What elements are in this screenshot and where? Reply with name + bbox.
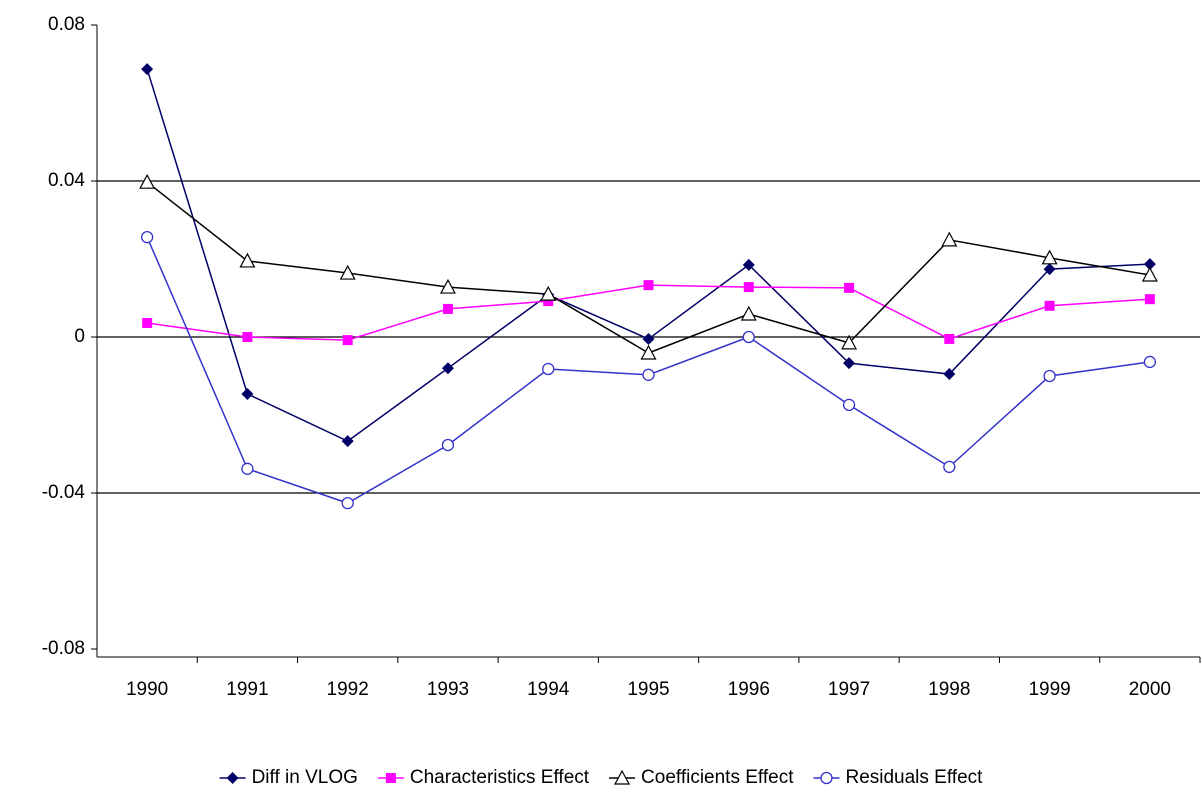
x-tick-label: 1995 — [627, 679, 669, 700]
marker — [242, 332, 253, 342]
series-line — [146, 68, 1150, 442]
marker — [439, 278, 456, 294]
marker — [543, 296, 554, 307]
marker — [843, 357, 856, 370]
marker — [241, 387, 254, 400]
marker — [1144, 294, 1155, 305]
x-tick-label: 1990 — [126, 679, 168, 700]
marker — [139, 173, 156, 189]
marker — [542, 362, 555, 376]
legend: Diff in VLOG Characteristics Effect Coeffi… — [219, 767, 983, 788]
marker — [844, 282, 855, 293]
marker — [742, 258, 755, 271]
marker — [540, 285, 557, 301]
marker — [385, 773, 396, 783]
y-tick-label: -0.04 — [42, 482, 86, 503]
marker — [241, 462, 254, 475]
y-tick-label: -0.08 — [42, 638, 85, 659]
legend-label: Characteristics Effect — [410, 767, 590, 788]
x-tick-label: 2000 — [1129, 679, 1171, 700]
marker — [640, 344, 657, 360]
legend-label: Residuals Effect — [845, 767, 983, 788]
marker — [342, 335, 353, 346]
marker — [441, 362, 454, 375]
marker — [339, 264, 356, 280]
x-tick-label: 1999 — [1028, 679, 1070, 700]
marker — [140, 231, 154, 244]
marker — [1143, 355, 1157, 369]
y-tick-label: 0.08 — [48, 14, 85, 35]
marker — [441, 438, 455, 452]
x-tick-label: 1998 — [928, 679, 970, 700]
marker — [239, 252, 256, 268]
x-tick-label: 1996 — [728, 679, 770, 700]
marker — [442, 303, 453, 314]
x-tick-label: 1994 — [527, 679, 570, 700]
marker — [943, 368, 956, 381]
marker — [842, 398, 856, 412]
x-tick-label: 1997 — [828, 679, 870, 700]
series-line — [147, 284, 1150, 341]
marker — [841, 334, 858, 350]
x-tick-label: 1993 — [427, 679, 469, 700]
marker — [643, 280, 654, 291]
marker — [341, 496, 354, 510]
marker — [1041, 249, 1058, 265]
marker — [614, 769, 631, 785]
marker — [1043, 369, 1056, 383]
marker — [943, 460, 956, 474]
y-tick-label: 0 — [74, 326, 85, 347]
legend-label: Diff in VLOG — [252, 767, 358, 788]
marker — [820, 771, 833, 785]
marker — [1143, 258, 1156, 271]
x-tick-label: 1992 — [327, 679, 369, 700]
marker — [141, 63, 154, 76]
y-tick-label: 0.04 — [48, 170, 85, 191]
marker — [742, 330, 755, 344]
x-tick-label: 1991 — [226, 679, 268, 700]
marker — [740, 305, 757, 321]
marker — [341, 435, 354, 448]
marker — [142, 317, 153, 328]
marker — [642, 368, 655, 381]
marker — [226, 772, 239, 784]
marker — [941, 231, 958, 247]
marker — [642, 332, 655, 345]
series-line — [146, 181, 1150, 354]
marker — [944, 333, 955, 344]
marker — [1044, 300, 1055, 311]
marker — [1141, 266, 1158, 282]
legend-label: Coefficients Effect — [641, 767, 794, 788]
marker — [1043, 263, 1056, 276]
marker — [743, 282, 754, 293]
